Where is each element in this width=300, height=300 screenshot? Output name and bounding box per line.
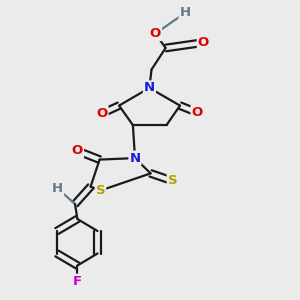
Text: S: S — [168, 174, 177, 188]
Text: N: N — [129, 152, 141, 165]
Text: O: O — [150, 27, 161, 40]
Text: S: S — [96, 184, 105, 197]
Text: H: H — [52, 182, 63, 195]
Text: N: N — [144, 81, 155, 94]
Text: F: F — [73, 274, 82, 288]
Text: O: O — [72, 144, 83, 158]
Text: O: O — [96, 107, 108, 120]
Text: O: O — [198, 36, 209, 49]
Text: H: H — [179, 6, 191, 20]
Text: O: O — [191, 106, 203, 119]
